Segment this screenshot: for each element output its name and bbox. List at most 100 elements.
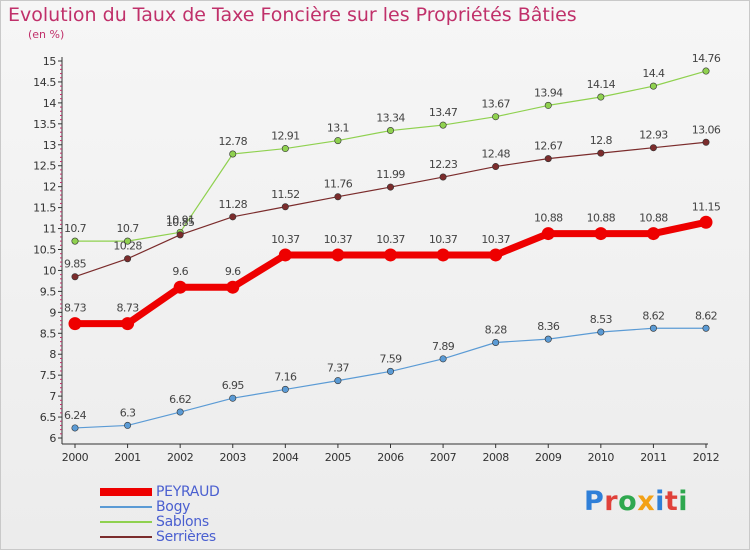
- data-label-peyraud: 10.88: [587, 212, 616, 225]
- data-point-serrires: [597, 149, 605, 157]
- y-tick-label: 13: [43, 139, 57, 152]
- data-label-bogy: 6.95: [222, 379, 245, 392]
- data-label-serrires: 9.85: [64, 258, 87, 271]
- data-point-peyraud: [384, 248, 397, 262]
- data-label-peyraud: 9.6: [225, 265, 241, 278]
- data-point-sablons: [229, 150, 237, 158]
- data-point-bogy: [176, 408, 184, 416]
- data-point-sablons: [544, 101, 552, 109]
- data-point-serrires: [649, 144, 657, 152]
- legend-swatch-peyraud: [100, 488, 152, 496]
- data-point-serrires: [176, 231, 184, 239]
- legend-item-sablons[interactable]: Sablons: [100, 514, 300, 530]
- legend-label-serrieres: Serrières: [156, 529, 216, 545]
- data-label-peyraud: 10.88: [639, 212, 668, 225]
- data-point-sablons: [334, 137, 342, 145]
- data-label-bogy: 7.59: [379, 352, 402, 365]
- logo-letter-o: o: [618, 486, 638, 517]
- legend-swatch-bogy: [100, 506, 152, 508]
- data-point-peyraud: [489, 248, 503, 262]
- data-label-sablons: 13.47: [429, 106, 458, 119]
- data-label-sablons: 14.14: [587, 78, 616, 91]
- x-tick-label: 2011: [640, 451, 666, 464]
- y-tick-label: 14.5: [33, 76, 56, 89]
- x-tick-label: 2001: [114, 451, 140, 464]
- y-tick-label: 6.5: [40, 411, 57, 424]
- data-point-peyraud: [278, 248, 292, 262]
- data-label-sablons: 14.4: [642, 67, 665, 80]
- x-tick-label: 2005: [325, 451, 352, 464]
- data-label-sablons: 13.34: [376, 112, 405, 125]
- data-label-peyraud: 10.37: [324, 233, 353, 246]
- data-label-peyraud: 9.6: [172, 265, 188, 278]
- data-point-peyraud: [436, 248, 450, 262]
- data-point-bogy: [386, 367, 394, 375]
- legend-item-bogy[interactable]: Bogy: [100, 499, 300, 515]
- y-tick-label: 14: [43, 97, 57, 110]
- data-point-sablons: [386, 127, 394, 135]
- y-tick-label: 11.5: [33, 202, 56, 215]
- data-label-peyraud: 10.37: [271, 233, 300, 246]
- chart-title: Evolution du Taux de Taxe Foncière sur l…: [8, 4, 577, 26]
- data-label-serrires: 11.28: [219, 198, 248, 211]
- data-point-bogy: [597, 328, 605, 336]
- x-tick-label: 2008: [482, 451, 509, 464]
- data-point-sablons: [702, 67, 710, 75]
- y-tick-label: 9: [49, 306, 56, 319]
- data-label-bogy: 6.24: [64, 409, 87, 422]
- logo-letter-t: t: [664, 486, 679, 517]
- data-label-serrires: 12.67: [534, 140, 563, 153]
- data-point-serrires: [439, 173, 447, 181]
- data-label-sablons: 12.91: [271, 130, 300, 143]
- data-label-peyraud: 8.73: [64, 302, 87, 315]
- data-point-bogy: [281, 385, 289, 393]
- data-point-peyraud: [594, 227, 608, 241]
- data-label-peyraud: 10.88: [534, 212, 563, 225]
- series-line-bogy: [74, 327, 707, 429]
- logo-letter-p: P: [584, 486, 605, 517]
- legend-label-sablons: Sablons: [156, 514, 209, 530]
- data-label-bogy: 8.36: [537, 320, 560, 333]
- data-label-serrires: 12.93: [639, 129, 668, 142]
- data-label-sablons: 10.91: [166, 213, 195, 226]
- data-point-peyraud: [331, 248, 345, 262]
- y-tick-label: 12: [43, 181, 56, 194]
- data-label-bogy: 8.62: [695, 309, 717, 322]
- data-point-bogy: [439, 355, 447, 363]
- x-tick-label: 2000: [62, 451, 89, 464]
- data-label-serrires: 11.99: [376, 168, 405, 181]
- data-label-peyraud: 10.37: [376, 233, 405, 246]
- chart-legend: PEYRAUD Bogy Sablons Serrières: [100, 484, 300, 545]
- data-point-sablons: [597, 93, 605, 101]
- data-label-bogy: 7.89: [432, 340, 455, 353]
- y-tick-label: 8.5: [40, 327, 57, 340]
- data-point-bogy: [334, 377, 342, 385]
- data-point-serrires: [492, 163, 500, 171]
- data-label-serrires: 10.28: [113, 240, 142, 253]
- y-tick-label: 15: [43, 55, 57, 68]
- data-point-serrires: [124, 255, 132, 263]
- data-point-serrires: [334, 193, 342, 201]
- data-label-sablons: 10.7: [117, 222, 140, 235]
- x-tick-label: 2003: [220, 451, 247, 464]
- data-label-sablons: 13.67: [481, 98, 510, 111]
- legend-item-serrieres[interactable]: Serrières: [100, 529, 300, 545]
- logo-letter-i: i: [655, 486, 665, 517]
- data-label-bogy: 6.3: [120, 406, 136, 419]
- x-tick-label: 2002: [167, 451, 193, 464]
- data-point-peyraud: [646, 227, 660, 241]
- data-point-sablons: [281, 145, 289, 153]
- y-tick-label: 10.5: [33, 244, 56, 257]
- y-tick-label: 12.5: [33, 160, 56, 173]
- data-label-bogy: 8.62: [642, 309, 664, 322]
- y-tick-label: 7.5: [40, 369, 57, 382]
- x-tick-label: 2006: [377, 451, 404, 464]
- legend-item-peyraud[interactable]: PEYRAUD: [100, 484, 300, 500]
- data-point-peyraud: [541, 227, 555, 241]
- data-label-sablons: 13.1: [327, 122, 349, 135]
- data-point-sablons: [492, 113, 500, 121]
- data-point-sablons: [649, 82, 657, 90]
- x-tick-label: 2009: [535, 451, 562, 464]
- y-tick-label: 10: [43, 264, 57, 277]
